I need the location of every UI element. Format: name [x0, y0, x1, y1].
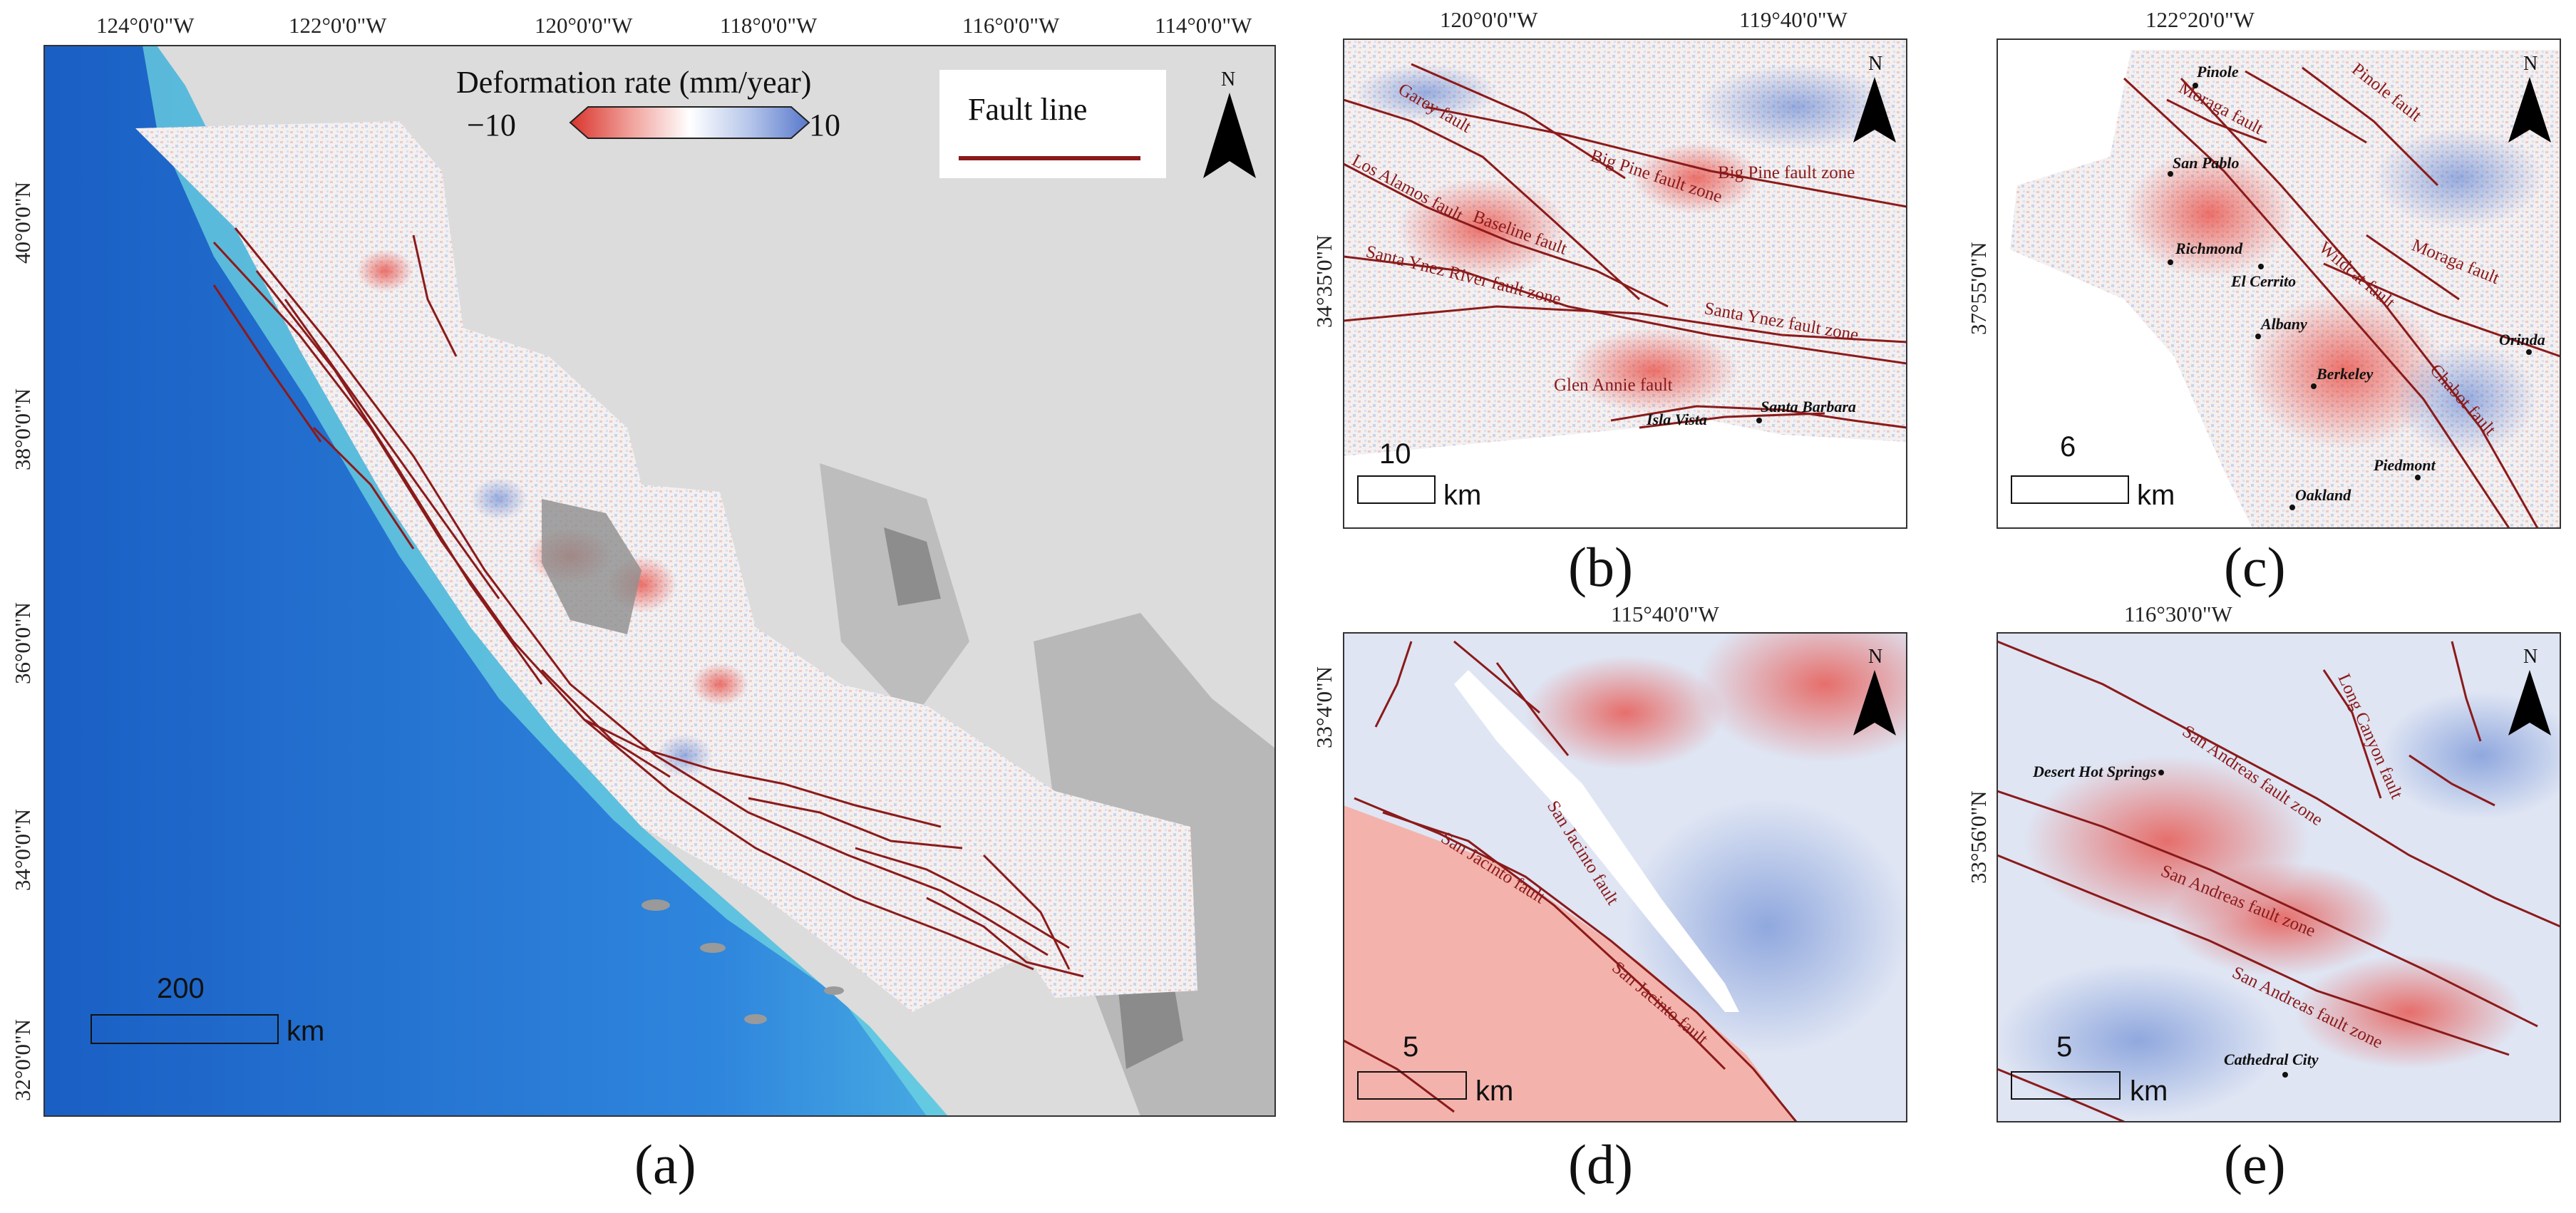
- lat-tick: 34°0'0"N: [10, 809, 35, 891]
- lon-tick: 115°40'0"W: [1611, 602, 1719, 626]
- scale-value: 10: [1379, 438, 1411, 470]
- lon-tick: 119°40'0"W: [1739, 7, 1848, 32]
- lat-tick: 38°0'0"N: [10, 388, 35, 470]
- lat-tick: 33°56'0"N: [1966, 790, 1991, 884]
- panel-a: 124°0'0"W 122°0'0"W 120°0'0"W 118°0'0"W …: [10, 13, 1276, 1195]
- svg-text:Big Pine fault zone: Big Pine fault zone: [1718, 163, 1855, 182]
- central-valley-patch: [542, 499, 642, 634]
- scale-value: 6: [2060, 431, 2076, 463]
- scale-bar: 5 km: [1357, 1031, 1513, 1107]
- svg-text:N: N: [1868, 646, 1882, 668]
- panel-b: 120°0'0"W 119°40'0"W 34°35'0"N Garey fau…: [1312, 7, 1907, 598]
- scale-bar: 200 km: [91, 973, 324, 1047]
- colorbar-title: Deformation rate (mm/year): [456, 65, 811, 100]
- scale-bar: 6 km: [2011, 431, 2175, 511]
- panel-label-b: (b): [1568, 536, 1633, 598]
- colorbar-min: −10: [467, 108, 516, 143]
- scale-value: 200: [157, 973, 205, 1004]
- svg-text:Orinda: Orinda: [2499, 331, 2545, 349]
- lat-tick: 40°0'0"N: [10, 182, 35, 264]
- panel-label-e: (e): [2224, 1133, 2286, 1195]
- panel-label-a: (a): [634, 1133, 696, 1195]
- north-arrow-icon: N: [1203, 68, 1256, 178]
- svg-text:N: N: [2523, 53, 2538, 75]
- lon-tick: 118°0'0"W: [720, 13, 818, 38]
- panel-label-d: (d): [1568, 1133, 1633, 1195]
- lon-tick: 120°0'0"W: [535, 13, 633, 38]
- colorbar: [569, 106, 810, 139]
- fault-legend-label: Fault line: [968, 92, 1087, 127]
- panel-c-places: Pinole San Pablo Richmond El Cerrito Alb…: [2168, 63, 2545, 510]
- svg-text:N: N: [2523, 646, 2538, 668]
- scale-unit: km: [287, 1016, 324, 1047]
- svg-text:San Pablo: San Pablo: [2173, 154, 2240, 172]
- fault-lines: [212, 227, 1084, 978]
- lon-tick: 120°0'0"W: [1440, 7, 1538, 32]
- lon-tick: 122°0'0"W: [289, 13, 387, 38]
- svg-text:N: N: [1221, 68, 1235, 91]
- svg-text:Pinole: Pinole: [2196, 63, 2239, 81]
- svg-text:Piedmont: Piedmont: [2373, 456, 2436, 474]
- scale-unit: km: [1475, 1075, 1513, 1107]
- deformation-colorbar: Deformation rate (mm/year) −10 10: [456, 65, 840, 143]
- lat-tick: 33°4'0"N: [1312, 666, 1336, 748]
- lon-tick: 116°0'0"W: [962, 13, 1060, 38]
- scale-unit: km: [2130, 1075, 2168, 1107]
- colorbar-max: 10: [809, 108, 840, 143]
- svg-text:El Cerrito: El Cerrito: [2230, 272, 2296, 290]
- north-arrow-icon: N: [2508, 53, 2551, 143]
- north-arrow-icon: N: [1853, 646, 1896, 735]
- place-label: Isla Vista: [1646, 411, 1707, 428]
- lon-tick: 114°0'0"W: [1155, 13, 1252, 38]
- north-arrow-icon: N: [2508, 646, 2551, 735]
- lat-tick: 37°55'0"N: [1966, 242, 1991, 335]
- panel-label-c: (c): [2224, 536, 2286, 598]
- svg-text:Desert Hot Springs: Desert Hot Springs: [2032, 763, 2157, 780]
- panel-e: 116°30'0"W 33°56'0"N Long Canyon fault S…: [1966, 602, 2561, 1195]
- svg-text:Richmond: Richmond: [2175, 239, 2243, 257]
- fault-legend: Fault line: [939, 70, 1166, 178]
- svg-text:Cathedral City: Cathedral City: [2224, 1051, 2319, 1068]
- svg-text:Albany: Albany: [2260, 315, 2307, 333]
- scale-unit: km: [2137, 480, 2175, 511]
- lat-tick: 32°0'0"N: [10, 1019, 35, 1101]
- svg-text:Berkeley: Berkeley: [2316, 365, 2374, 383]
- lon-tick: 122°20'0"W: [2145, 7, 2255, 32]
- lon-tick: 124°0'0"W: [96, 13, 195, 38]
- svg-text:N: N: [1868, 53, 1882, 75]
- panel-a-lat-ticks: 40°0'0"N 38°0'0"N 36°0'0"N 34°0'0"N 32°0…: [10, 182, 35, 1101]
- panel-c: 122°20'0"W 37°55'0"N Pinole fault Moraga…: [1966, 7, 2561, 598]
- lon-tick: 116°30'0"W: [2124, 602, 2232, 626]
- scale-value: 5: [1403, 1031, 1418, 1063]
- scale-bar: 10 km: [1357, 438, 1481, 511]
- lat-tick: 36°0'0"N: [10, 602, 35, 684]
- lat-tick: 34°35'0"N: [1312, 234, 1336, 328]
- panel-a-lon-ticks: 124°0'0"W 122°0'0"W 120°0'0"W 118°0'0"W …: [96, 13, 1252, 38]
- scale-value: 5: [2056, 1031, 2072, 1063]
- place-label: Santa Barbara: [1761, 398, 1856, 415]
- north-arrow-icon: N: [1853, 53, 1896, 143]
- panel-d: 115°40'0"W 33°4'0"N San Jacinto fault Sa…: [1312, 602, 1907, 1195]
- panel-e-places: Desert Hot Springs Cathedral City: [2032, 763, 2319, 1078]
- scale-unit: km: [1443, 480, 1481, 511]
- svg-text:Glen Annie fault: Glen Annie fault: [1554, 376, 1673, 395]
- svg-text:Oakland: Oakland: [2295, 486, 2351, 504]
- scale-bar: 5 km: [2011, 1031, 2168, 1107]
